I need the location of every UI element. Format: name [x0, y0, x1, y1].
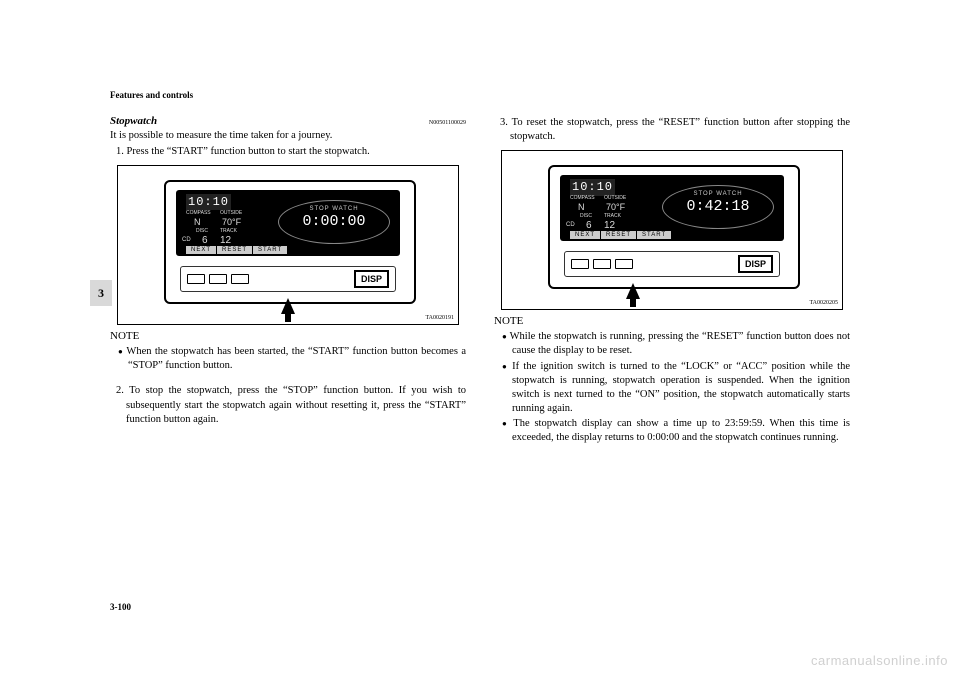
softkey-reset: RESET: [601, 231, 636, 239]
softkey-start: START: [253, 246, 287, 254]
note-bullet-1: When the stopwatch has been started, the…: [110, 345, 466, 373]
note-heading: NOTE: [110, 329, 466, 344]
softkey-reset: RESET: [217, 246, 252, 254]
cd-label: CD: [182, 236, 191, 244]
note-bullet-2: If the ignition switch is turned to the …: [494, 360, 850, 417]
hw-button-1: [571, 259, 589, 269]
section-tab: 3: [90, 280, 112, 306]
note-bullet-1: While the stopwatch is running, pressing…: [494, 330, 850, 358]
softkey-next: NEXT: [186, 246, 216, 254]
intro-text: It is possible to measure the time taken…: [110, 129, 466, 143]
compass-value: N: [578, 201, 585, 213]
temp-value: 70°F: [222, 216, 241, 228]
stopwatch-time: 0:42:18: [663, 197, 773, 217]
figure-code: TA0020205: [809, 299, 838, 307]
note-bullet-3: The stopwatch display can show a time up…: [494, 417, 850, 445]
softkey-next: NEXT: [570, 231, 600, 239]
button-row: DISP: [564, 251, 780, 277]
lcd-screen: 10:10 COMPASS OUTSIDE N 70°F DISC TRACK …: [560, 175, 784, 241]
temp-value: 70°F: [606, 201, 625, 213]
display-panel: 10:10 COMPASS OUTSIDE N 70°F DISC TRACK …: [548, 165, 800, 289]
disp-button: DISP: [354, 270, 389, 288]
step-3: 3. To reset the stopwatch, press the “RE…: [494, 116, 850, 144]
right-column: 3. To reset the stopwatch, press the “RE…: [494, 114, 850, 447]
pointer-arrow-icon: [281, 298, 295, 314]
softkey-start: START: [637, 231, 671, 239]
hw-button-3: [615, 259, 633, 269]
hw-button-1: [187, 274, 205, 284]
stopwatch-oval: STOP WATCH 0:42:18: [662, 185, 774, 229]
lcd-screen: 10:10 COMPASS OUTSIDE N 70°F DISC TRACK …: [176, 190, 400, 256]
doc-code: N00501100029: [110, 119, 466, 127]
page-header: Features and controls: [110, 90, 850, 100]
button-row: DISP: [180, 266, 396, 292]
left-column: Stopwatch N00501100029 It is possible to…: [110, 114, 466, 447]
hw-button-2: [209, 274, 227, 284]
figure-left: 10:10 COMPASS OUTSIDE N 70°F DISC TRACK …: [117, 165, 459, 325]
clock-readout: 10:10: [570, 179, 615, 195]
hw-button-2: [593, 259, 611, 269]
cd-label: CD: [566, 221, 575, 229]
compass-value: N: [194, 216, 201, 228]
page-content: Features and controls Stopwatch N0050110…: [110, 90, 850, 447]
display-panel: 10:10 COMPASS OUTSIDE N 70°F DISC TRACK …: [164, 180, 416, 304]
disp-button: DISP: [738, 255, 773, 273]
stopwatch-time: 0:00:00: [279, 212, 389, 232]
figure-code: TA0020191: [425, 314, 454, 322]
stopwatch-oval: STOP WATCH 0:00:00: [278, 200, 390, 244]
page-number: 3-100: [110, 602, 131, 612]
note-heading: NOTE: [494, 314, 850, 329]
watermark: carmanualsonline.info: [811, 653, 948, 668]
pointer-arrow-icon: [626, 283, 640, 299]
step-2: 2. To stop the stopwatch, press the “STO…: [110, 384, 466, 427]
clock-readout: 10:10: [186, 194, 231, 210]
hw-button-3: [231, 274, 249, 284]
figure-right: 10:10 COMPASS OUTSIDE N 70°F DISC TRACK …: [501, 150, 843, 310]
softkey-row: NEXT RESET START: [570, 231, 672, 239]
softkey-row: NEXT RESET START: [186, 246, 288, 254]
step-1: 1. Press the “START” function button to …: [110, 145, 466, 159]
